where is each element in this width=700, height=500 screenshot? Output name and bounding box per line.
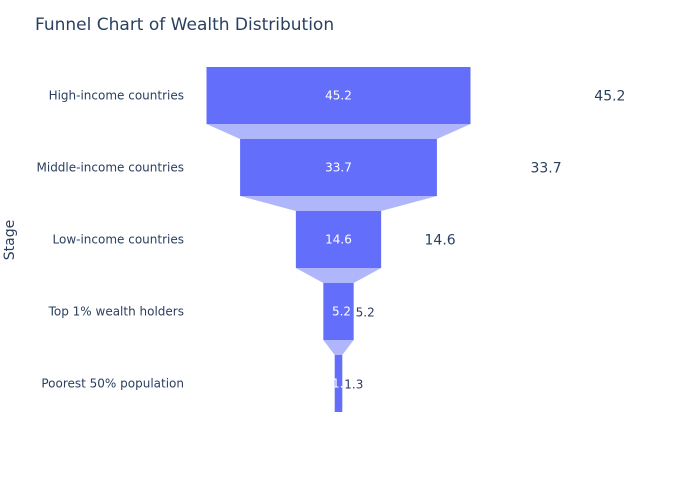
chart-title: Funnel Chart of Wealth Distribution — [35, 15, 334, 35]
value-label-inside: 45.2 — [325, 89, 352, 103]
value-label-outside: 14.6 — [425, 233, 456, 249]
funnel-bar — [334, 355, 343, 412]
category-label: Low-income countries — [53, 233, 184, 247]
funnel-connector — [295, 268, 382, 283]
value-label-inside: 1.3 — [332, 377, 351, 391]
funnel-bars — [206, 67, 471, 412]
funnel-bar — [240, 139, 437, 196]
funnel-bar — [206, 67, 471, 124]
category-label: Top 1% wealth holders — [48, 305, 184, 319]
category-label: High-income countries — [49, 89, 184, 103]
category-label: Middle-income countries — [37, 161, 185, 175]
funnel-bar — [323, 283, 354, 340]
funnel-connector — [240, 196, 437, 211]
value-label-inside: 33.7 — [325, 161, 352, 175]
value-label-outside: 5.2 — [356, 306, 375, 320]
value-label-outside: 33.7 — [530, 161, 561, 177]
connectors — [206, 124, 471, 355]
value-label-inside: 5.2 — [332, 305, 351, 319]
value-label-outside: 1.3 — [344, 378, 363, 392]
value-label-inside: 14.6 — [325, 233, 352, 247]
funnel-bar — [295, 211, 382, 268]
funnel-connector — [323, 340, 354, 355]
funnel-labels: High-income countries 45.2 45.2 Middle-inco… — [37, 89, 626, 392]
category-label: Poorest 50% population — [41, 377, 184, 391]
value-label-outside: 45.2 — [594, 89, 625, 105]
y-axis-label: Stage — [2, 220, 18, 260]
funnel-connector — [206, 124, 471, 139]
